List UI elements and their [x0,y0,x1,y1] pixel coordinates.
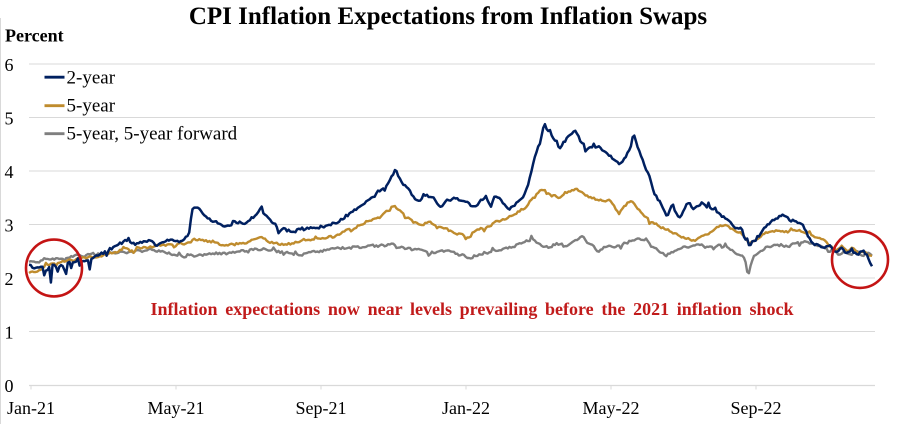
svg-text:Sep-22: Sep-22 [731,398,782,418]
svg-text:Sep-21: Sep-21 [296,398,347,418]
svg-text:5: 5 [5,109,14,129]
svg-text:Jan-22: Jan-22 [442,398,490,418]
svg-text:Jan-21: Jan-21 [7,398,55,418]
svg-text:Inflation expectations now nea: Inflation expectations now near levels p… [150,299,793,319]
svg-text:2-year: 2-year [67,68,116,89]
svg-text:5-year, 5-year forward: 5-year, 5-year forward [67,124,238,145]
svg-text:CPI Inflation Expectations fro: CPI Inflation Expectations from Inflatio… [189,3,708,30]
svg-text:Percent: Percent [5,26,64,46]
svg-text:4: 4 [5,162,14,182]
svg-text:3: 3 [5,216,14,236]
svg-text:May-21: May-21 [148,398,205,418]
svg-text:0: 0 [5,376,14,396]
svg-text:5-year: 5-year [67,96,116,117]
svg-text:2: 2 [5,269,14,289]
svg-text:6: 6 [5,55,14,75]
svg-text:1: 1 [5,323,14,343]
svg-text:May-22: May-22 [583,398,640,418]
